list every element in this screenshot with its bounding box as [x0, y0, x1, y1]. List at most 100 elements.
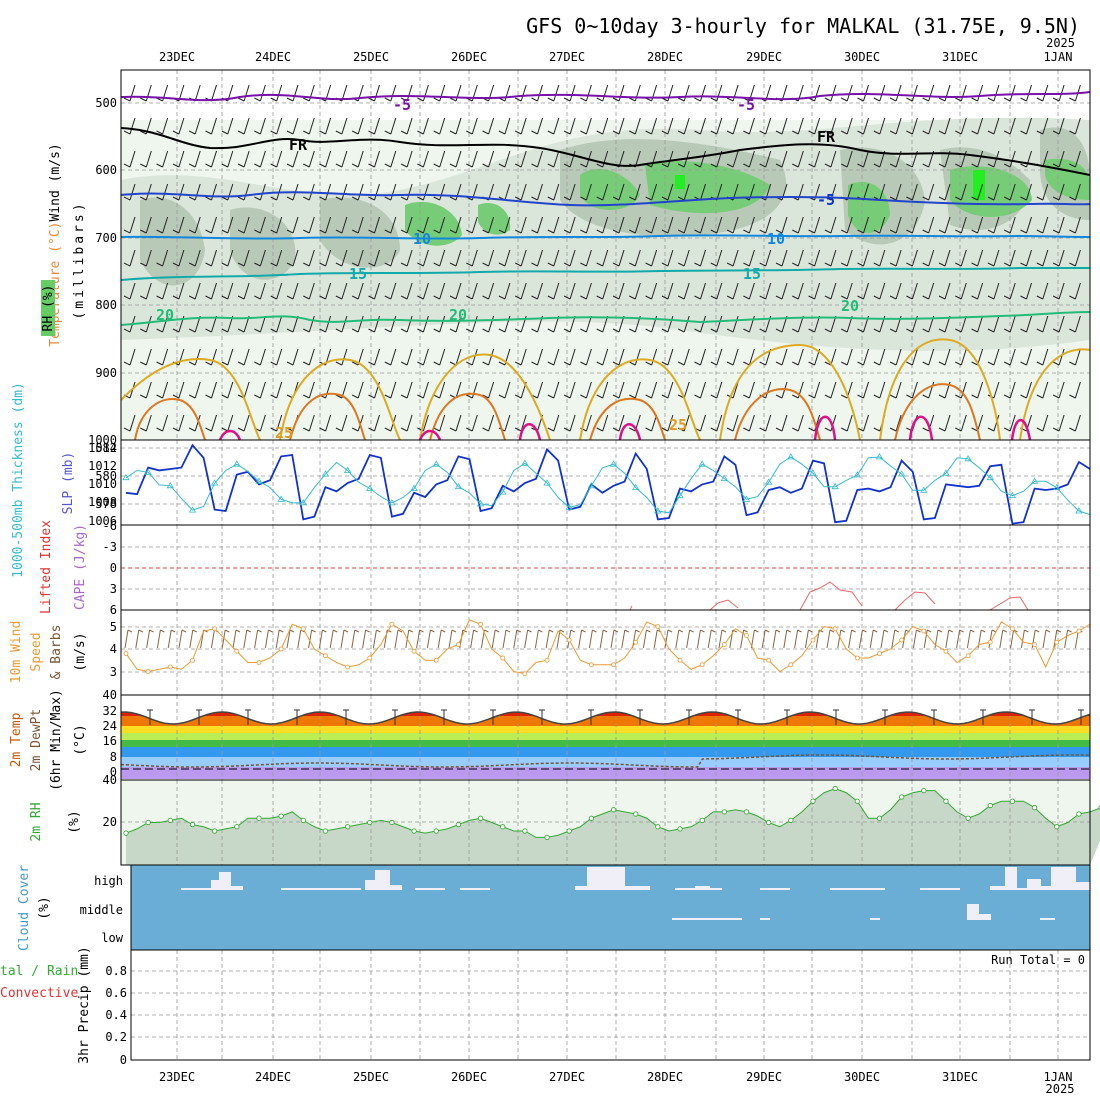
- barb-flag: [808, 328, 815, 333]
- barb-flag: [449, 97, 457, 102]
- barb-flag: [677, 97, 685, 102]
- barb-flag: [596, 130, 603, 135]
- thickness-series: [122, 443, 1091, 525]
- barb-staff: [292, 282, 299, 300]
- barb-staff: [1026, 249, 1032, 267]
- wind-barb: [188, 183, 201, 201]
- barb-flag: [172, 229, 180, 234]
- wind-barb: [889, 84, 902, 102]
- tick-label: 900: [95, 366, 117, 380]
- wind-barb: [351, 629, 360, 649]
- contour-35: [218, 415, 1032, 441]
- rh2m-point: [322, 828, 329, 834]
- barb-staff: [602, 150, 609, 168]
- barb-flag: [482, 262, 489, 267]
- wind-barb: [335, 150, 348, 168]
- slp-point: [343, 466, 352, 473]
- contour-30: [134, 383, 981, 441]
- barb-flag: [955, 262, 962, 267]
- wind-barb: [200, 629, 208, 649]
- barb-flag: [808, 361, 815, 366]
- barb-staff: [895, 282, 902, 300]
- barb-flag: [140, 295, 147, 300]
- barb-staff: [1020, 629, 1025, 649]
- barb-staff: [374, 249, 380, 267]
- barb-flag: [563, 229, 571, 234]
- barb-flag: [237, 361, 245, 366]
- barb-flag: [971, 97, 978, 102]
- barb-flag: [473, 629, 478, 633]
- barb-flag: [123, 97, 131, 102]
- barb-flag: [857, 163, 864, 168]
- barb-staff: [227, 117, 234, 135]
- barb-flag: [922, 130, 929, 135]
- wind-barb: [1064, 629, 1072, 649]
- barb-staff: [977, 315, 984, 333]
- barb-staff: [243, 150, 250, 168]
- wind-barb: [335, 282, 348, 300]
- barb-staff: [664, 629, 669, 649]
- barb-staff: [585, 84, 592, 102]
- barb-flag: [1003, 196, 1011, 201]
- wind-barb: [351, 249, 364, 267]
- wind-barb: [971, 348, 984, 366]
- wind-barb: [645, 117, 658, 135]
- barb-staff: [814, 282, 821, 300]
- barb-staff: [1026, 381, 1032, 399]
- barb-flag: [449, 295, 457, 300]
- barb-staff: [618, 348, 625, 366]
- barb-staff: [308, 348, 315, 366]
- wind-barb: [400, 315, 413, 333]
- barb-flag: [254, 295, 261, 300]
- bottom-date-label: 27DEC: [549, 1070, 585, 1084]
- slp-point: [654, 507, 662, 514]
- wind-barb: [1003, 348, 1016, 366]
- barb-flag: [840, 394, 848, 399]
- barb-flag: [268, 629, 273, 633]
- barb-staff: [879, 381, 886, 399]
- barb-flag: [1036, 427, 1044, 432]
- slp-point: [188, 506, 197, 513]
- wind-barb: [906, 117, 918, 135]
- barb-staff: [297, 629, 302, 649]
- wind-barb: [449, 315, 462, 333]
- barb-flag: [303, 163, 310, 168]
- rh2m-point: [1076, 811, 1082, 817]
- wind-barb: [858, 629, 867, 649]
- barb-flag: [482, 163, 489, 168]
- wind-barb: [783, 629, 792, 649]
- wind-barb: [303, 348, 315, 366]
- wind-barb: [449, 216, 462, 234]
- wind-barb: [140, 84, 152, 102]
- rh2m-point: [300, 817, 306, 823]
- barb-flag: [726, 427, 734, 432]
- contour-label: 10: [413, 230, 431, 248]
- wind-barb: [514, 216, 527, 234]
- tick-label: 6: [110, 603, 117, 617]
- wind10-point: [566, 637, 572, 643]
- barb-flag: [873, 130, 881, 135]
- barb-staff: [602, 282, 609, 300]
- barb-staff: [830, 315, 837, 333]
- barb-staff: [145, 216, 152, 234]
- wind-barb: [792, 216, 804, 234]
- contour-label: 20: [449, 306, 467, 324]
- cloud-block: [575, 886, 587, 890]
- barb-flag: [303, 97, 310, 102]
- barb-flag: [629, 427, 636, 432]
- wind-barb: [254, 348, 266, 366]
- barb-staff: [977, 117, 984, 135]
- ylabel-rh2m-units: (%): [67, 810, 82, 833]
- barb-flag: [205, 361, 212, 366]
- barb-flag: [840, 97, 848, 102]
- barb-flag: [303, 427, 310, 432]
- barb-staff: [765, 249, 772, 267]
- barb-flag: [547, 97, 555, 102]
- slp-point: [210, 479, 219, 486]
- cape-line: [629, 605, 633, 611]
- wind10-point: [744, 633, 749, 638]
- wind-barb: [955, 381, 967, 399]
- barb-staff: [211, 348, 217, 366]
- barb-flag: [140, 328, 147, 333]
